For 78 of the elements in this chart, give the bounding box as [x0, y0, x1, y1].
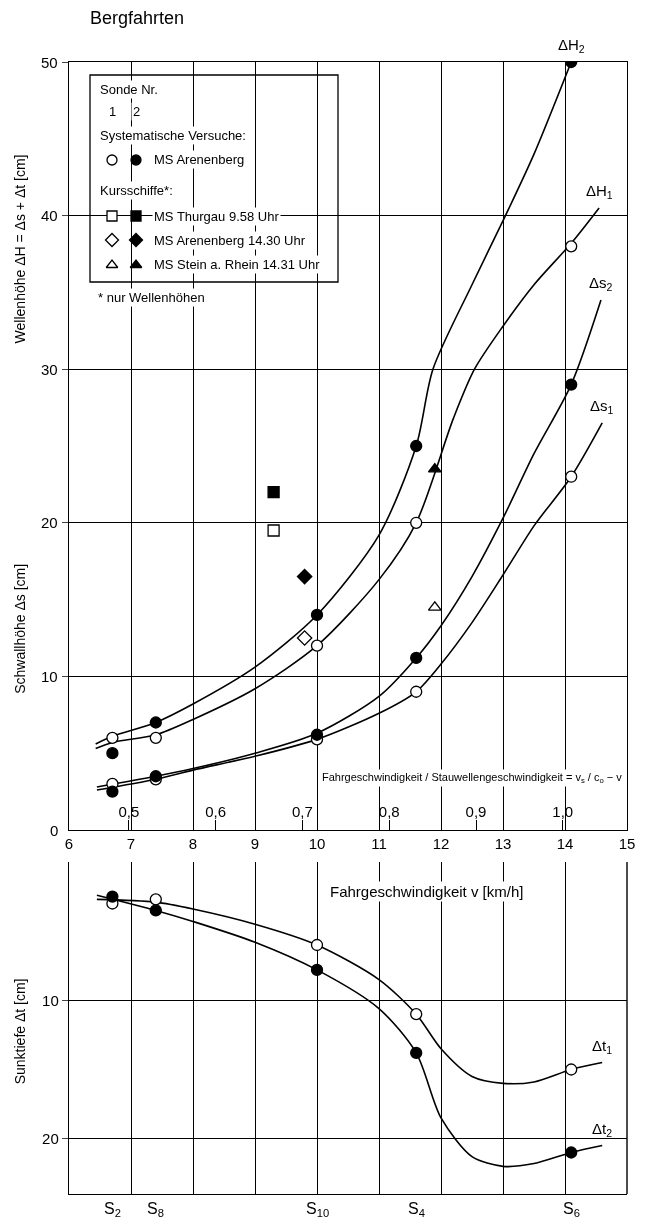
annotation: * nur Wellenhöhen [98, 290, 205, 305]
y-axis-title: Wellenhöhe ΔH = Δs + Δt [cm] [11, 154, 28, 344]
point [427, 462, 442, 473]
y-tick-label: 10 [41, 668, 58, 685]
x-tick-label: 10 [308, 835, 326, 853]
point [310, 938, 324, 952]
legend-label: MS Arenenberg 14.30 Uhr [154, 233, 306, 248]
legend-label: MS Thurgau 9.58 Uhr [154, 209, 280, 224]
legend-label: MS Arenenberg [154, 152, 245, 167]
annotation: 2 [133, 104, 141, 119]
text: S$_{6}$ [563, 1200, 580, 1220]
y-tick-label: 20 [42, 1129, 59, 1147]
point [267, 524, 280, 537]
series-label: ΔH$_{1}$ [586, 182, 613, 202]
point [410, 1008, 423, 1021]
point [310, 728, 324, 741]
x-tick-label: 13 [494, 835, 512, 853]
y-tick-label: 30 [41, 361, 58, 378]
point [296, 630, 313, 646]
x-axis-title: Fahrgeschwindigkeit v [km/h] [330, 883, 524, 900]
point [310, 963, 324, 977]
legend-title: Sonde Nr. [100, 82, 158, 97]
x-tick-label: 6 [64, 835, 74, 853]
series-label: Δt$_{1}$ [592, 1037, 613, 1057]
text: S$_{10}$ [306, 1200, 330, 1220]
text: S$_{2}$ [104, 1200, 121, 1220]
point [565, 1063, 578, 1076]
text: Schwallhöhe Δs [cm] [12, 563, 29, 694]
point [310, 639, 324, 652]
x-tick-label: 11 [371, 835, 387, 853]
x-tick-label: 12 [432, 835, 450, 853]
point [410, 439, 423, 453]
text: S$_{4}$ [408, 1200, 425, 1220]
point [149, 731, 162, 744]
point [410, 1046, 423, 1060]
series-label: Δt$_{2}$ [592, 1120, 613, 1140]
y-tick-label: 40 [41, 207, 58, 224]
point [149, 904, 162, 917]
series-label: ΔH$_{2}$ [558, 36, 585, 56]
point [296, 568, 313, 585]
y-tick-label: 20 [41, 514, 58, 531]
annotation: Kursschiffe*: [100, 183, 173, 198]
x2-tick-label: 0,7 [292, 803, 313, 820]
point [106, 785, 119, 798]
point [310, 608, 324, 622]
annotation: 1 [109, 104, 117, 119]
x-tick-label: 14 [556, 835, 574, 853]
legend-label: MS Stein a. Rhein 14.31 Uhr [154, 257, 321, 272]
y-tick-label: 0 [50, 822, 59, 839]
series-label: Δs$_{1}$ [590, 397, 614, 417]
point [565, 470, 578, 483]
chart-title: Bergfahrten [90, 8, 185, 28]
point [565, 378, 578, 391]
point [410, 516, 423, 529]
annotation: Systematische Versuche: [100, 128, 246, 143]
point [410, 651, 423, 665]
point [267, 485, 280, 499]
point [410, 685, 423, 698]
x2-axis-title: Fahrgeschwindigkeit / Stauwellengeschwindigkeit = v$_{s}$ / c$_{o}$ − v [322, 771, 623, 786]
x2-tick-label: 0,8 [378, 803, 400, 820]
x2-tick-label: 0,9 [465, 803, 487, 820]
series-label: Δs$_{2}$ [589, 274, 613, 294]
y-tick-label: 10 [42, 991, 59, 1009]
point [565, 240, 578, 253]
y-tick-label: 50 [41, 54, 58, 71]
x2-tick-label: 0,6 [205, 803, 227, 820]
point [149, 716, 162, 729]
text: S$_{8}$ [147, 1200, 164, 1220]
point [565, 1146, 578, 1159]
y-axis-title: Sunktiefe Δt [cm] [11, 978, 28, 1085]
x-tick-label: 7 [126, 835, 136, 853]
x-tick-label: 9 [250, 835, 260, 853]
x-tick-label: 15 [618, 835, 636, 853]
point [106, 890, 119, 903]
point [149, 893, 162, 906]
point [106, 731, 119, 744]
x-tick-label: 8 [188, 835, 198, 853]
point [106, 747, 119, 760]
